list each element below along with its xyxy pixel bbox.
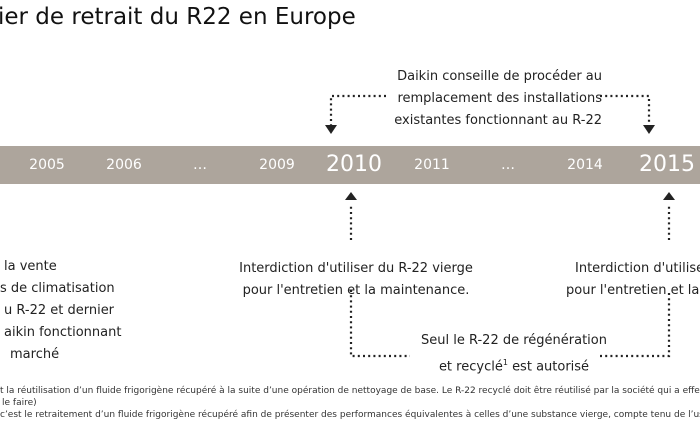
footnotes: t la réutilisation d’un fluide frigorigè… (0, 385, 700, 421)
year-2010: 2010 (326, 152, 382, 177)
recycled-note: Seul le R-22 de régénération et recyclé1… (414, 330, 614, 378)
arrow-advice-to-2015 (600, 94, 651, 126)
left-note-line-5: marché (10, 347, 60, 362)
arrow-advice-to-2010 (329, 94, 386, 126)
year-2006: 2006 (106, 157, 142, 173)
year-2015: 2015 (639, 152, 695, 177)
footnote-line-1: t la réutilisation d’un fluide frigorigè… (0, 386, 700, 396)
ban-2015-line-2: pour l'entretien et la m (566, 283, 700, 298)
footnote-marker: 1 (502, 358, 508, 367)
year-2014: 2014 (567, 157, 603, 173)
left-note-line-2: s de climatisation (0, 281, 115, 296)
ban-2010-line-1: Interdiction d'utiliser du R-22 vierge (239, 261, 473, 276)
footnote-line-2: le faire) (2, 398, 37, 408)
year-2011: 2011 (414, 157, 450, 173)
recycled-line-2: et recyclé1 est autorisé (414, 352, 614, 378)
recycled-line-2-a: et recyclé (438, 359, 503, 375)
bracket-recycled-2010 (349, 290, 410, 358)
page-title: ier de retrait du R22 en Europe (0, 4, 356, 30)
left-note-line-4: aikin fonctionnant (4, 325, 122, 340)
left-note: la vente s de climatisation u R-22 et de… (0, 256, 121, 366)
arrowhead-advice-2010 (325, 125, 337, 134)
arrowhead-advice-2015 (643, 125, 655, 134)
arrowhead-ban-2010 (345, 192, 357, 200)
ban-2010-line-2: pour l'entretien et la maintenance. (242, 283, 470, 298)
year-2005: 2005 (29, 157, 65, 173)
timeline-bar: 2005 2006 … 2009 2010 2011 … 2014 2015 (0, 146, 700, 184)
recycled-line-2-b: est autorisé (512, 359, 590, 375)
year-ellipsis-2: … (501, 157, 515, 173)
advice-line-3: existantes fonctionnant au R-22 (394, 113, 602, 128)
advice-note: Daikin conseille de procéder au remplace… (392, 66, 602, 132)
advice-line-1: Daikin conseille de procéder au (397, 69, 602, 84)
ban-2015-line-1: Interdiction d'utilise (575, 261, 700, 276)
advice-line-2: remplacement des installations (397, 91, 602, 106)
year-2009: 2009 (259, 157, 295, 173)
arrowhead-ban-2015 (663, 192, 675, 200)
ban-2010-note: Interdiction d'utiliser du R-22 vierge p… (236, 258, 476, 302)
ban-2015-note: Interdiction d'utilise pour l'entretien … (566, 258, 700, 302)
recycled-line-1: Seul le R-22 de régénération (421, 333, 607, 348)
left-note-line-3: u R-22 et dernier (4, 303, 115, 318)
footnote-line-3: c’est le retraitement d’un fluide frigor… (0, 410, 700, 420)
bracket-recycled-2015 (600, 290, 671, 358)
year-ellipsis-1: … (193, 157, 207, 173)
left-note-line-1: la vente (4, 259, 57, 274)
